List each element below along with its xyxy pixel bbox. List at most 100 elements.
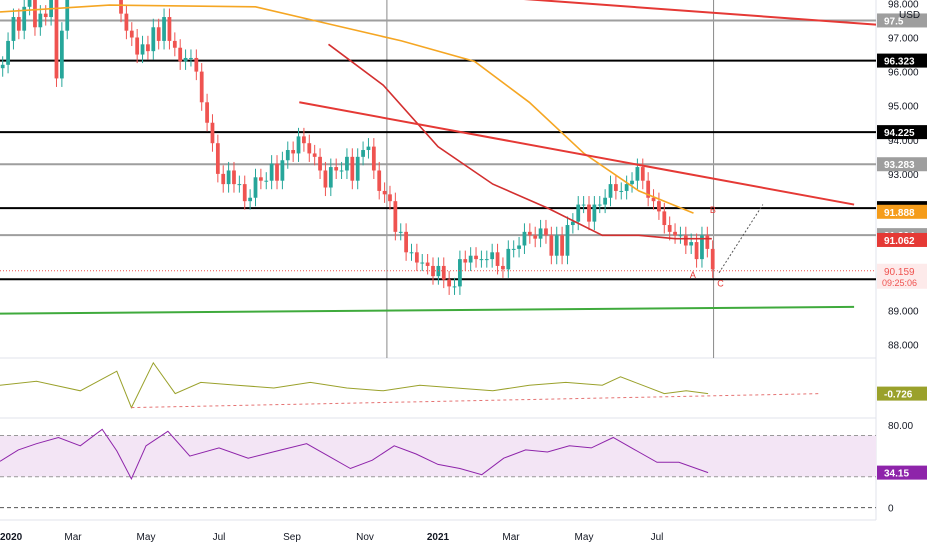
price-pane[interactable]: A B C [0,0,913,358]
ma-value-label: 91.888 [884,208,915,219]
time-tick-label: 2020 [0,532,23,543]
candle-body [172,40,177,48]
candle-body [640,167,645,181]
level-tag-label: 93.283 [884,160,915,171]
candle-body [495,252,500,266]
candle-body [296,136,301,154]
candle-body [700,235,704,260]
candle-body [189,57,193,59]
candle-body [533,235,538,239]
level-tag-label: 97.5 [884,16,904,27]
ma-value-tag [877,232,927,247]
momentum-value-label: -0.726 [884,390,913,401]
candle-body [662,211,667,226]
candle-body [232,170,236,185]
candle-body [205,102,209,123]
momentum-pane[interactable] [0,361,822,409]
candle-body [404,231,408,253]
time-tick-label: Nov [356,532,374,543]
candle-body [350,156,355,181]
candle-body [135,37,140,55]
candle-body [667,225,672,232]
price-tick-label: 94.000 [888,136,919,147]
time-tick-label: 2021 [427,532,450,543]
candle-body [54,0,59,79]
candle-body [167,17,172,41]
price-axis[interactable]: 98.00097.00096.00095.00094.00093.00092.0… [877,0,927,351]
candle-body [603,197,608,205]
time-tick-label: Jul [651,532,664,543]
rsi-value-tag [877,465,927,480]
candle-body [452,286,457,288]
last-price-tag [877,263,927,289]
candle-body [269,163,274,181]
candle-body [334,167,339,171]
candle-body [522,231,527,246]
candle-body [6,40,10,65]
candle-body [630,180,634,185]
candle-body [651,197,656,202]
candle-body [285,150,290,161]
time-axis[interactable]: 2020 Mar May Jul Sep Nov 2021 Mar May Jul [0,532,663,543]
wave-label: A [690,270,696,280]
trendline [0,305,855,315]
rsi-band [0,435,876,477]
candle-body [635,167,640,181]
candle-body [328,167,333,188]
candle-body [302,136,306,144]
candle-body [11,17,16,41]
candle-body [65,0,70,31]
candle-body [388,194,392,202]
level-tag [877,125,927,140]
wave-label: C [717,278,724,288]
candle-body [393,201,398,232]
candle-body [253,177,258,198]
indicator-axis[interactable]: -0.726 80.00 0 34.15 [877,386,927,515]
candle-body [258,177,263,181]
candle-body [280,160,285,181]
projection-line [718,204,764,274]
candle-body [27,0,32,7]
level-tag-label: 96.323 [884,57,915,68]
candle-body [371,146,376,171]
candle-body [624,184,629,191]
candle-body [517,245,521,249]
level-tag [877,13,927,28]
countdown-label: 09:25:06 [882,278,917,288]
rsi-pane[interactable] [0,428,876,509]
price-tick-label: 89.000 [888,306,919,317]
candle-body [194,57,199,72]
candle-body [646,180,651,198]
candle-body [694,242,699,260]
price-tick-label: 97.000 [888,34,919,45]
candle-body [420,262,425,264]
candle-body [237,184,242,186]
candle-body [683,235,688,246]
price-tick-label: 95.000 [888,102,919,113]
rsi-value-label: 34.15 [884,469,909,480]
candle-body [119,0,123,14]
moving-average-line [328,43,712,240]
candle-body [592,204,597,222]
last-price-label: 90.159 [884,267,915,278]
price-tick-label: 88.000 [888,340,919,351]
candle-body [291,150,296,154]
candle-body [689,242,694,246]
candle-body [178,47,183,62]
price-tick-label: 93.000 [888,170,919,181]
candle-body [162,17,166,41]
candle-body [554,235,559,256]
candle-body [318,156,322,171]
candle-body [124,13,129,31]
candle-body [581,204,586,206]
candle-body [151,27,156,52]
candle-body [226,170,231,185]
candle-body [366,146,371,151]
candle-body [458,259,462,287]
trendline [299,101,855,206]
candle-body [484,259,489,261]
candle-body [307,143,312,154]
candle-body [705,235,710,249]
candle-body [140,44,145,55]
